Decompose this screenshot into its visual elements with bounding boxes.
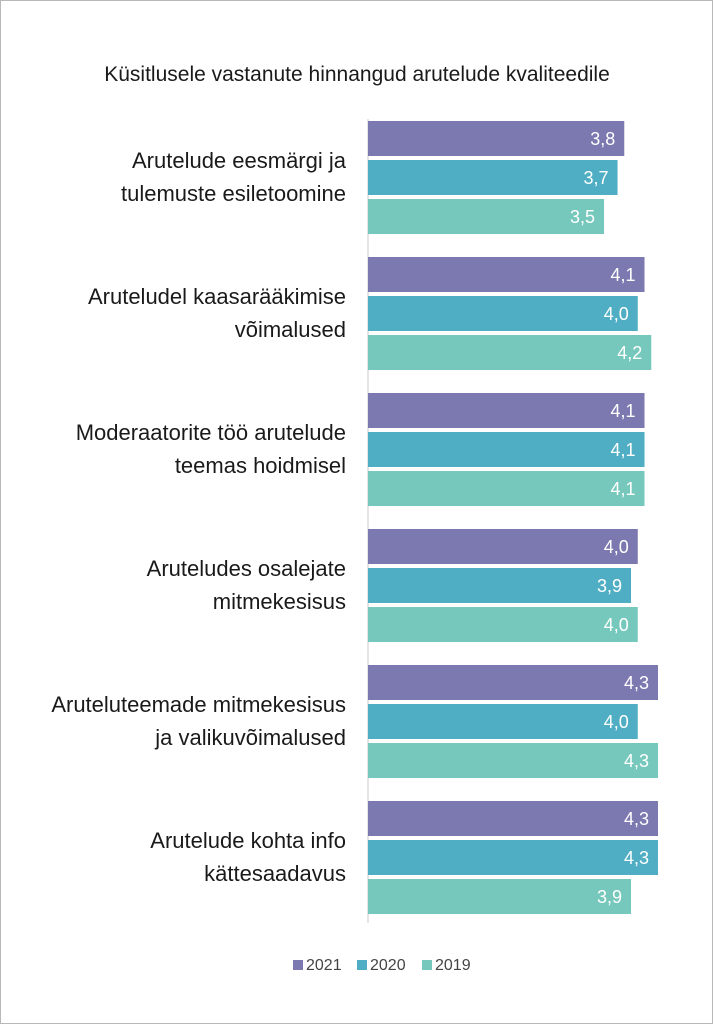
legend-swatch-2021 [293, 960, 303, 970]
bar-value-label: 4,0 [604, 712, 629, 732]
chart-title: Küsitlusele vastanute hinnangud arutelud… [104, 63, 610, 86]
bar-value-label: 3,5 [570, 207, 595, 227]
bar-value-label: 3,7 [584, 168, 609, 188]
bar-2019-1 [368, 335, 652, 370]
bar-value-label: 4,3 [624, 673, 649, 693]
bar-value-label: 4,1 [610, 479, 635, 499]
category-label: Arutelude kohta info [150, 828, 346, 853]
bars-group: 3,8 3,7 3,5 4,1 4,0 4,2 4,1 4,1 4,1 4,0 3,9 4,0 4,3 4… [368, 121, 658, 914]
category-label: Aruteludel kaasarääkimise [88, 284, 346, 309]
bar-value-label: 3,9 [597, 576, 622, 596]
bar-2021-0 [368, 121, 625, 156]
bar-2020-0 [368, 160, 618, 195]
category-label: Moderaatorite töö arutelude [76, 420, 346, 445]
bar-2019-4 [368, 743, 658, 778]
category-label: võimalused [235, 317, 346, 342]
bar-value-label: 4,1 [610, 265, 635, 285]
legend: 2021 2020 2019 [293, 957, 471, 974]
bar-2021-5 [368, 801, 658, 836]
bar-2019-3 [368, 607, 638, 642]
legend-label-2019: 2019 [435, 957, 471, 974]
bar-value-label: 3,9 [597, 887, 622, 907]
bar-2020-5 [368, 840, 658, 875]
bar-2019-5 [368, 879, 632, 914]
category-label: kättesaadavus [204, 861, 346, 886]
category-labels: Arutelude eesmärgi ja tulemuste esiletoom… [51, 148, 346, 886]
bar-value-label: 4,0 [604, 537, 629, 557]
bar-2020-2 [368, 432, 645, 467]
bar-value-label: 4,3 [624, 848, 649, 868]
bar-value-label: 3,8 [590, 129, 615, 149]
category-label: mitmekesisus [213, 589, 346, 614]
bar-2020-4 [368, 704, 638, 739]
bar-value-label: 4,2 [617, 343, 642, 363]
category-label: Arutelude eesmärgi ja [132, 148, 347, 173]
category-label: tulemuste esiletoomine [121, 181, 346, 206]
bar-value-label: 4,0 [604, 615, 629, 635]
legend-label-2021: 2021 [306, 957, 342, 974]
bar-2021-1 [368, 257, 645, 292]
legend-swatch-2019 [422, 960, 432, 970]
bar-value-label: 4,1 [610, 440, 635, 460]
category-label: ja valikuvõimalused [154, 725, 346, 750]
bar-2020-1 [368, 296, 638, 331]
bar-value-label: 4,3 [624, 809, 649, 829]
bar-value-label: 4,0 [604, 304, 629, 324]
category-label: Aruteludes osalejate [147, 556, 346, 581]
legend-swatch-2020 [357, 960, 367, 970]
category-label: Aruteluteemade mitmekesisus [51, 692, 346, 717]
legend-label-2020: 2020 [370, 957, 406, 974]
bar-2021-3 [368, 529, 638, 564]
bar-2020-3 [368, 568, 632, 603]
bar-2019-2 [368, 471, 645, 506]
bar-2021-2 [368, 393, 645, 428]
bar-2019-0 [368, 199, 605, 234]
category-label: teemas hoidmisel [175, 453, 346, 478]
bar-value-label: 4,1 [610, 401, 635, 421]
bar-2021-4 [368, 665, 658, 700]
bar-value-label: 4,3 [624, 751, 649, 771]
